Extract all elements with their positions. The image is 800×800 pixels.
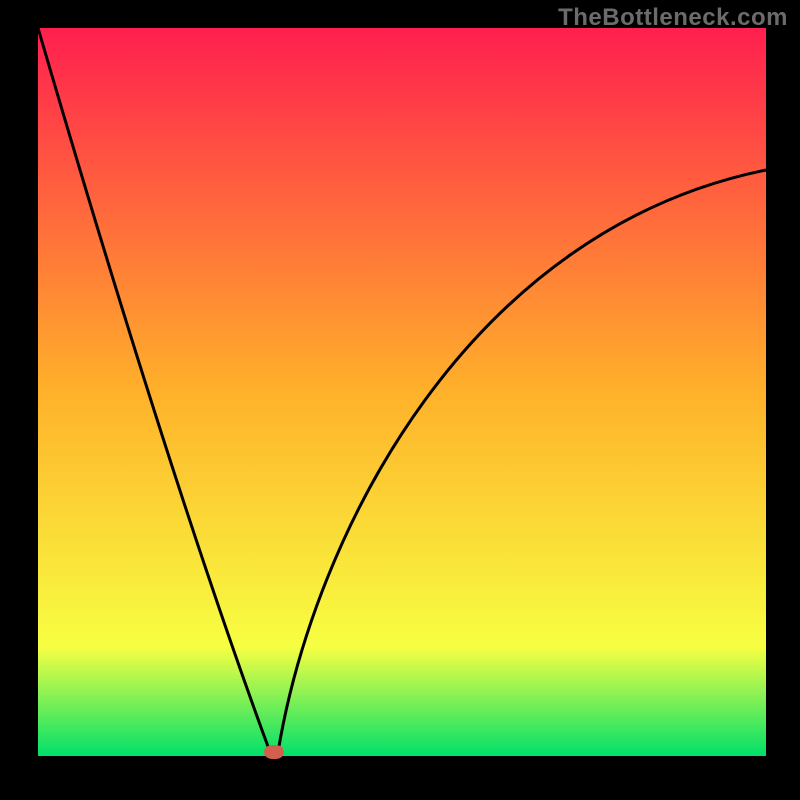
chart-container: TheBottleneck.com	[0, 0, 800, 800]
plot-background	[38, 28, 766, 756]
watermark-text: TheBottleneck.com	[558, 4, 788, 32]
minimum-marker	[264, 745, 284, 759]
